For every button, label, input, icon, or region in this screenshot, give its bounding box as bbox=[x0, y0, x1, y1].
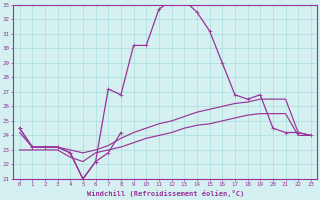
X-axis label: Windchill (Refroidissement éolien,°C): Windchill (Refroidissement éolien,°C) bbox=[87, 190, 244, 197]
